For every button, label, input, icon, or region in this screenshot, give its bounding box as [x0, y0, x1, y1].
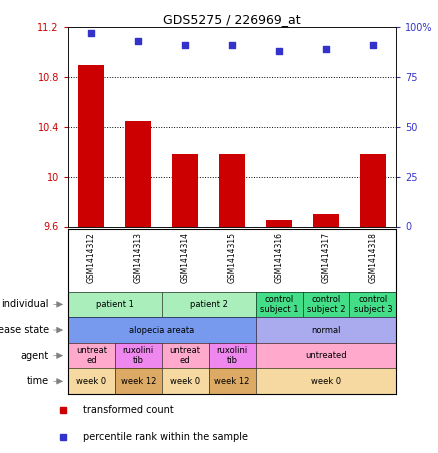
Text: week 0: week 0 — [76, 377, 106, 386]
Text: week 0: week 0 — [170, 377, 200, 386]
Text: week 0: week 0 — [311, 377, 341, 386]
Bar — [266, 220, 292, 226]
Text: alopecia areata: alopecia areata — [129, 326, 194, 334]
Text: GSM1414317: GSM1414317 — [321, 232, 331, 283]
Point — [276, 48, 283, 55]
Title: GDS5275 / 226969_at: GDS5275 / 226969_at — [163, 13, 301, 26]
Text: percentile rank within the sample: percentile rank within the sample — [83, 432, 248, 442]
Point — [369, 42, 376, 49]
Bar — [313, 214, 339, 226]
Text: control
subject 3: control subject 3 — [353, 295, 392, 314]
Text: individual: individual — [1, 299, 49, 309]
Text: week 12: week 12 — [215, 377, 250, 386]
Point — [135, 38, 142, 45]
Bar — [125, 120, 151, 226]
Text: GSM1414316: GSM1414316 — [275, 232, 283, 283]
Text: ruxolini
tib: ruxolini tib — [216, 346, 248, 366]
Text: GSM1414315: GSM1414315 — [228, 232, 237, 283]
Point — [88, 29, 95, 37]
Text: untreat
ed: untreat ed — [76, 346, 107, 366]
Bar — [172, 154, 198, 226]
Bar — [360, 154, 386, 226]
Text: GSM1414318: GSM1414318 — [368, 232, 378, 283]
Point — [322, 45, 329, 53]
Text: transformed count: transformed count — [83, 405, 174, 415]
Text: untreated: untreated — [305, 351, 347, 360]
Text: time: time — [27, 376, 49, 386]
Point — [182, 42, 189, 49]
Text: GSM1414314: GSM1414314 — [181, 232, 190, 283]
Bar — [78, 64, 104, 226]
Text: control
subject 1: control subject 1 — [260, 295, 298, 314]
Text: GSM1414312: GSM1414312 — [87, 232, 96, 283]
Text: patient 1: patient 1 — [96, 300, 134, 309]
Text: disease state: disease state — [0, 325, 49, 335]
Text: agent: agent — [21, 351, 49, 361]
Text: control
subject 2: control subject 2 — [307, 295, 345, 314]
Bar — [219, 154, 245, 226]
Text: normal: normal — [311, 326, 341, 334]
Text: patient 2: patient 2 — [190, 300, 228, 309]
Text: GSM1414313: GSM1414313 — [134, 232, 143, 283]
Point — [229, 42, 236, 49]
Text: ruxolini
tib: ruxolini tib — [123, 346, 154, 366]
Text: week 12: week 12 — [120, 377, 156, 386]
Text: untreat
ed: untreat ed — [170, 346, 201, 366]
